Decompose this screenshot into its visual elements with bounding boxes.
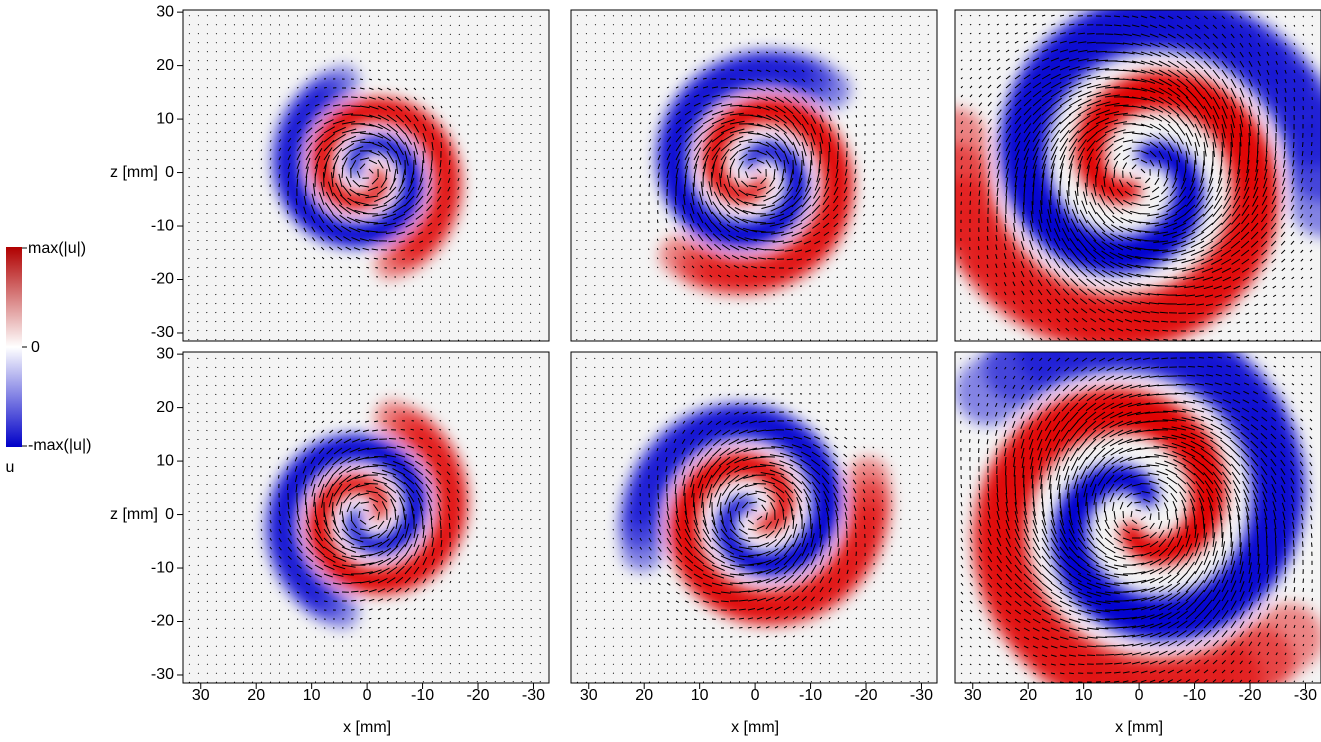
vector-arrows [960, 14, 1314, 341]
colorbar-label: 0 [31, 339, 40, 356]
x-tick-label: -30 [522, 687, 545, 704]
panel [955, 352, 1321, 683]
field-arm [955, 352, 1061, 426]
panel-background [183, 10, 549, 341]
field [619, 403, 891, 626]
field-arm [302, 582, 360, 629]
panel-frame [182, 9, 550, 342]
y-tick-label: -10 [151, 559, 174, 576]
panel-frame [954, 9, 1321, 342]
field-arm [306, 65, 360, 110]
panel [183, 352, 549, 683]
x-axis-label: x [mm] [731, 719, 779, 736]
panel-background [183, 352, 549, 683]
y-tick-label: -20 [151, 613, 174, 630]
y-tick-label: -30 [151, 666, 174, 683]
vector-arrows [188, 15, 541, 341]
field-arm [659, 235, 723, 289]
x-tick-label: 30 [964, 687, 982, 704]
x-tick-label: 30 [580, 687, 598, 704]
x-tick-label: -10 [799, 687, 822, 704]
y-tick-label: -30 [151, 324, 174, 341]
field-arm [375, 400, 432, 447]
vector-arrows [959, 356, 1314, 683]
colorbar-label: max(|u|) [28, 240, 86, 257]
x-tick-label: 10 [303, 687, 321, 704]
x-axis-label: x [mm] [343, 719, 391, 736]
panel-frame [570, 351, 938, 684]
colorbar-scale [6, 247, 22, 447]
y-tick-label: 30 [156, 3, 174, 20]
panel-frame [182, 351, 550, 684]
x-tick-label: -30 [910, 687, 933, 704]
x-axis-label: x [mm] [1115, 719, 1163, 736]
x-tick-label: 0 [363, 687, 372, 704]
field-arm [787, 56, 851, 110]
colorbar-label: -max(|u|) [28, 437, 91, 454]
x-tick-label: -20 [854, 687, 877, 704]
x-tick-label: -20 [1238, 687, 1261, 704]
y-tick-label: -10 [151, 217, 174, 234]
panel-frame [954, 351, 1321, 684]
x-tick-label: -30 [1294, 687, 1317, 704]
panel [183, 10, 549, 341]
colorbar: max(|u|) 0 -max(|u|) u [6, 240, 92, 476]
vector-arrows [576, 357, 929, 683]
field-arm [1016, 352, 1124, 386]
y-tick-label: 20 [156, 57, 174, 74]
y-tick-label: 30 [156, 345, 174, 362]
panel [571, 352, 937, 683]
colorbar-title: u [6, 459, 15, 476]
x-tick-label: 0 [751, 687, 760, 704]
field-arm [955, 107, 991, 219]
panel [571, 10, 937, 341]
field-arm [619, 501, 663, 572]
vector-arrows [188, 357, 541, 683]
y-tick-label: 20 [156, 399, 174, 416]
x-tick-label: -20 [466, 687, 489, 704]
x-tick-label: 20 [635, 687, 653, 704]
field-arm [847, 457, 891, 528]
panel-frame [570, 9, 938, 342]
x-tick-label: 30 [192, 687, 210, 704]
y-axis-label: z [mm] [110, 506, 158, 523]
x-tick-label: 10 [1075, 687, 1093, 704]
y-axis-label: z [mm] [110, 164, 158, 181]
vector-arrows [576, 15, 929, 341]
x-tick-label: -10 [411, 687, 434, 704]
field [955, 10, 1321, 341]
field-arm [374, 236, 428, 280]
x-tick-label: 20 [247, 687, 265, 704]
x-tick-label: -10 [1183, 687, 1206, 704]
y-tick-label: 10 [156, 110, 174, 127]
field-arm [1217, 603, 1321, 683]
y-tick-label: 0 [165, 506, 174, 523]
x-tick-label: 20 [1019, 687, 1037, 704]
y-tick-label: 0 [165, 164, 174, 181]
y-tick-label: 10 [156, 452, 174, 469]
y-tick-label: -20 [151, 271, 174, 288]
panel [955, 10, 1321, 341]
x-tick-label: 10 [691, 687, 709, 704]
x-tick-label: 0 [1135, 687, 1144, 704]
